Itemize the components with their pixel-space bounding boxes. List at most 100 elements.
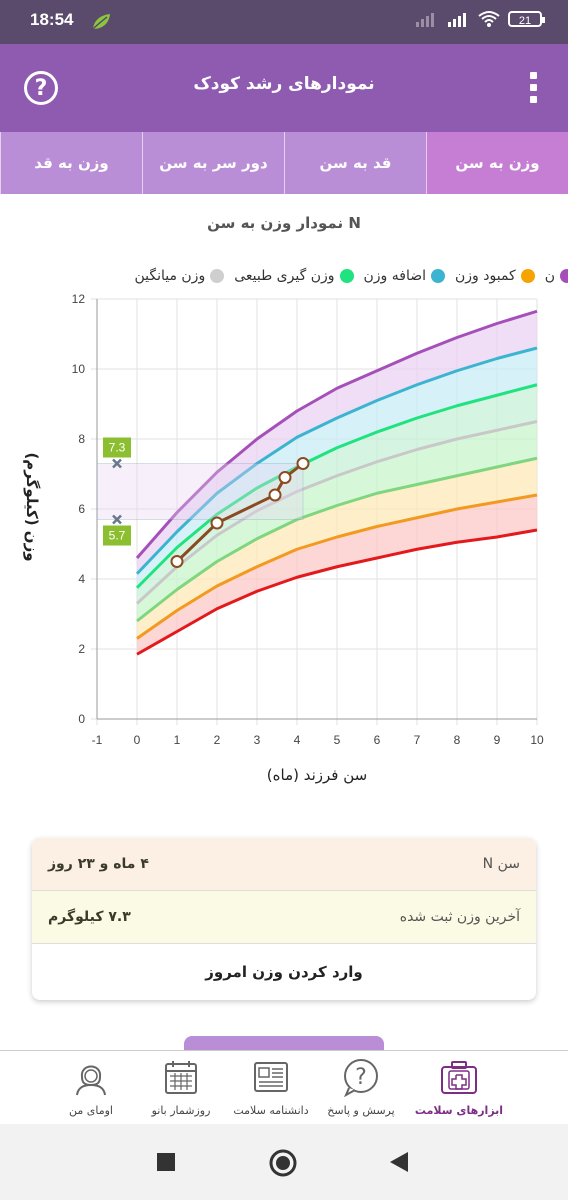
nav-label: پرسش و پاسخ [327,1104,395,1117]
legend-dot [560,269,568,283]
signal-icon [448,13,466,27]
x-tick-label: 3 [254,733,261,747]
tab-weight-for-age[interactable]: وزن به سن [426,132,568,194]
svg-text:?: ? [355,1065,367,1090]
y-tick-label: 6 [78,502,85,516]
nav-label: دانشنامه سلامت [233,1104,309,1117]
health-kit-icon [441,1061,477,1094]
annotation-label: 7.3 [109,441,126,455]
legend-item[interactable]: کمبود وزن [455,264,535,288]
page-title: نمودارهای رشد کودک [193,74,375,94]
woman-avatar-icon [76,1065,106,1096]
chart-tabs: وزن به سن قد به سن دور سر به سن وزن به ق… [0,132,568,194]
x-tick-label: 7 [414,733,421,747]
percentile-curve [136,493,538,640]
x-tick-label: 8 [454,733,461,747]
chart-title: نمودار وزن به سن N [207,214,361,232]
x-tick-label: 10 [530,733,544,747]
legend-dot [339,269,354,283]
info-card: سن N ۴ ماه و ۲۳ روز آخرین وزن ثبت شده ۷.… [32,838,536,1000]
y-tick-label: 10 [72,362,86,376]
nav-questions[interactable]: ? پرسش و پاسخ [316,1057,406,1117]
bottom-navigation: ابزارهای سلامت ? پرسش و پاسخ دانشنامه سل… [0,1050,568,1125]
annotation-marker [112,458,122,469]
legend-label: ن [544,268,555,284]
system-navigation-bar [0,1124,568,1200]
y-axis-label: وزن (کیلوگرم) [23,452,41,562]
child-weight-point [268,488,282,502]
tab-height-for-age[interactable]: قد به سن [284,132,426,194]
legend-item[interactable]: ن [545,264,568,288]
legend-label: وزن میانگین [134,268,206,284]
x-axis-label: سن فرزند (ماه) [266,766,368,784]
weight-range-box [96,463,304,520]
x-tick-label: -1 [92,733,103,747]
percentile-curve [135,383,538,589]
nav-label: اومای من [69,1104,113,1117]
recents-icon[interactable] [156,1152,176,1172]
status-time: 18:54 [30,10,74,29]
app-bar: ? نمودارهای رشد کودک [0,44,568,132]
status-bar: 18:54 21 [0,0,568,44]
legend-label: کمبود وزن [455,268,516,284]
percentile-curve [135,309,538,559]
calendar-icon [165,1061,197,1094]
nav-label: روزشمار بانو [151,1104,211,1117]
legend-item[interactable]: اضافه وزن [364,264,446,288]
chart-legend: ن کمبود وزن اضافه وزن وزن گیری طبیعی وزن… [0,264,568,288]
legend-label: اضافه وزن [363,268,427,284]
weight-row: آخرین وزن ثبت شده ۷.۳ کیلوگرم [32,891,536,944]
legend-dot [210,269,225,283]
help-button[interactable]: ? [24,71,58,105]
percentile-curve [136,456,538,623]
child-weight-point [170,555,184,568]
nav-health-tools[interactable]: ابزارهای سلامت [414,1057,504,1117]
y-tick-label: 8 [78,432,85,446]
percentile-band [137,384,537,604]
battery-icon: 21 [508,11,545,27]
question-bubble-icon: ? [343,1059,378,1098]
nav-calendar[interactable]: روزشمار بانو [136,1057,226,1117]
y-tick-label: 12 [72,292,86,306]
child-weight-point [278,471,292,484]
last-weight-value: ۷.۳ کیلوگرم [48,909,131,925]
age-row: سن N ۴ ماه و ۲۳ روز [32,838,536,891]
x-tick-label: 2 [214,733,221,747]
x-tick-label: 1 [174,733,181,747]
overflow-menu-icon[interactable] [530,72,538,108]
nav-encyclopedia[interactable]: دانشنامه سلامت [226,1057,316,1117]
percentile-band [137,458,537,639]
wifi-icon [478,11,500,27]
tab-weight-for-height[interactable]: وزن به قد [0,132,142,194]
percentile-curve [135,346,538,575]
nav-profile[interactable]: اومای من [46,1057,136,1117]
percentile-band [137,495,537,655]
legend-item[interactable]: وزن گیری طبیعی [234,264,354,288]
legend-label: وزن گیری طبیعی [234,268,335,284]
y-tick-label: 0 [78,712,85,726]
age-label: سن N [482,856,520,872]
enter-weight-button[interactable]: وارد کردن وزن امروز [205,963,363,981]
child-weight-point [210,516,224,530]
x-tick-label: 4 [294,733,301,747]
x-tick-label: 6 [374,733,381,747]
legend-dot [520,269,535,283]
annotation-badge [103,437,131,458]
percentile-curve [135,420,538,605]
legend-dot [431,269,446,283]
legend-item[interactable]: وزن میانگین [134,264,225,288]
x-tick-label: 9 [494,733,501,747]
status-icons: 21 [414,10,545,28]
y-tick-label: 2 [78,642,85,656]
percentile-band [137,348,537,588]
percentile-band [137,421,537,621]
annotation-marker [112,514,122,525]
percentile-curve [136,528,538,656]
age-value: ۴ ماه و ۲۳ روز [48,856,149,872]
back-icon[interactable] [388,1150,410,1174]
newspaper-icon [254,1062,288,1092]
nav-label: ابزارهای سلامت [414,1104,504,1117]
tab-head-circumference-for-age[interactable]: دور سر به سن [142,132,284,194]
home-icon[interactable] [268,1148,298,1178]
